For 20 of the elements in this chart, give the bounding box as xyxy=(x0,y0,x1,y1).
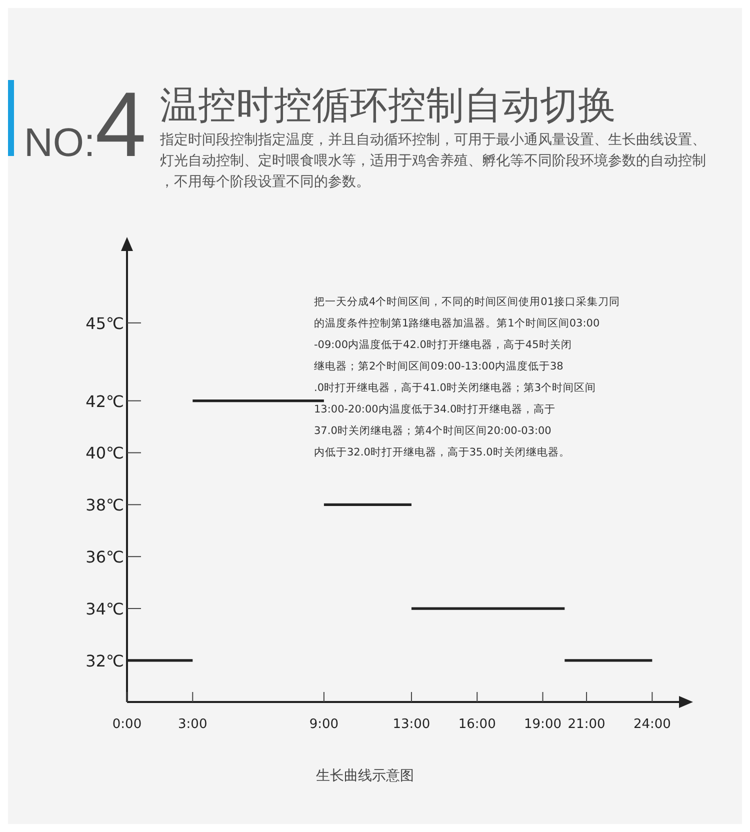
text: 生长曲线示意图 xyxy=(316,768,414,784)
y-tick-label: 34℃ xyxy=(86,600,124,619)
y-tick-label: 45℃ xyxy=(86,314,124,333)
x-tick-label: 24:00 xyxy=(633,717,671,732)
chart-title: 温控时控循环控制自动切换 xyxy=(160,83,616,127)
x-tick-label: 21:00 xyxy=(568,717,606,732)
annotation: 把一天分成4个时间区间，不同的时间区间使用01接口采集刀同的温度条件控制第1路继电器加温器。第1个时间区间03:00-09:00内温度低于42.0时打开继电器，高于45时关闭继电器；第2个时间区间09:00-13:00内温度低于38.0时打开继电器，高于41.0时关闭继电器；第3个时间区间13:00-20:00内温度低于34.0时打开继电器，高于37.0时关闭继电器；第4个时间区间20:00-03:00内低于32.0时打开继电器，高于35.0时关闭继电器。 xyxy=(314,295,620,458)
x-tick-label: 9:00 xyxy=(309,717,339,732)
y-tick-label: 36℃ xyxy=(86,548,124,567)
x-tick-label: 19:00 xyxy=(524,717,562,732)
x-tick-label: 3:00 xyxy=(178,717,208,732)
chart-subtitle: 指定时间段控制指定温度，并且自动循环控制，可用于最小通风量设置、生长曲线设置、灯光自动控制、定时喂食喂水等，适用于鸡舍养殖、孵化等不同阶段环境参数的自动控制，不用每个阶段设置不同的参数。 xyxy=(159,132,706,190)
x-tick-label: 13:00 xyxy=(392,717,430,732)
y-tick-label: 32℃ xyxy=(86,651,124,670)
y-tick-label: 38℃ xyxy=(86,496,124,515)
y-tick-label: 42℃ xyxy=(86,392,124,411)
x-tick-label: 16:00 xyxy=(458,717,496,732)
y-tick-label: 40℃ xyxy=(86,444,124,463)
x-tick-label: 0:00 xyxy=(112,717,142,732)
text: NO:4 xyxy=(24,74,146,176)
